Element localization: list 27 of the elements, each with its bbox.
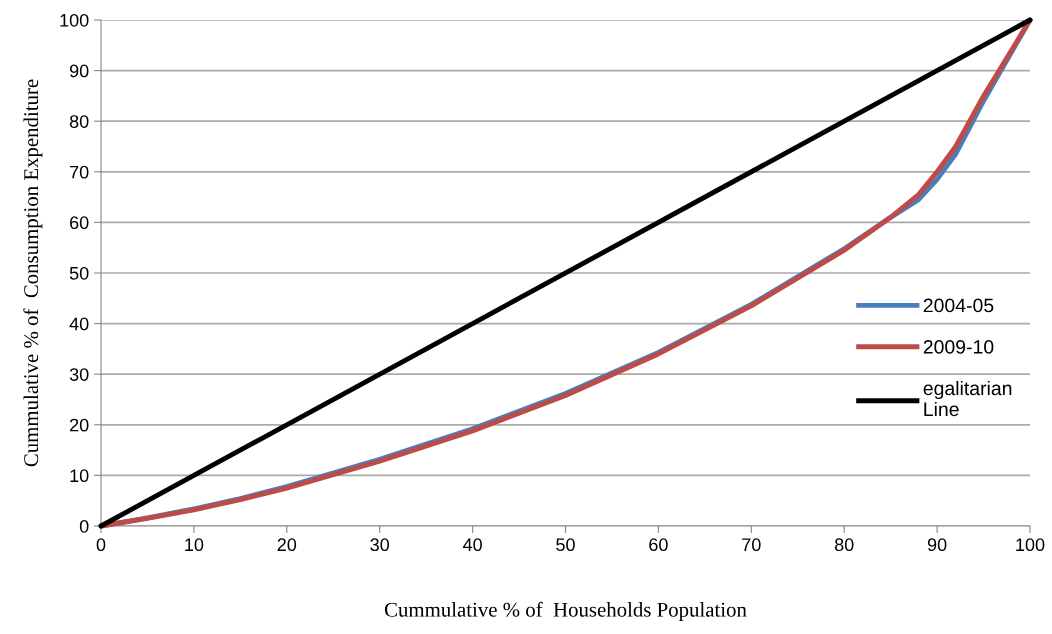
- x-axis-title: Cummulative % of Households Population: [384, 601, 747, 621]
- x-tick-label: 10: [185, 538, 204, 552]
- y-tick-label: 60: [70, 216, 89, 230]
- y-tick-label: 90: [69, 64, 89, 78]
- y-tick-label: 20: [70, 418, 89, 432]
- y-axis-title: Cummulative % of Consumption Expenditure: [23, 79, 43, 467]
- y-tick-label: 40: [69, 317, 89, 331]
- x-tick-label: 60: [649, 538, 668, 552]
- y-tick-label: 50: [69, 266, 89, 280]
- x-tick-label: 40: [462, 538, 482, 552]
- y-tick-label: 30: [69, 368, 89, 381]
- x-tick-label: 30: [370, 538, 390, 552]
- legend-label: egalitarian Line: [923, 380, 1012, 417]
- x-tick-label: 100: [1016, 538, 1045, 552]
- x-tick-label: 70: [742, 538, 761, 552]
- x-tick-label: 0: [96, 538, 106, 552]
- legend-label: 2009-10: [923, 340, 994, 354]
- y-tick-label: 100: [60, 13, 89, 27]
- y-tick-label: 80: [69, 115, 89, 128]
- x-tick-label: 50: [556, 538, 575, 552]
- y-tick-label: 10: [70, 469, 89, 483]
- legend-label: 2004-05: [923, 298, 994, 313]
- y-tick-label: 0: [79, 519, 89, 533]
- y-tick-label: 70: [70, 165, 89, 179]
- x-tick-label: 20: [277, 538, 297, 552]
- x-tick-label: 80: [834, 538, 854, 552]
- x-tick-label: 90: [927, 538, 947, 552]
